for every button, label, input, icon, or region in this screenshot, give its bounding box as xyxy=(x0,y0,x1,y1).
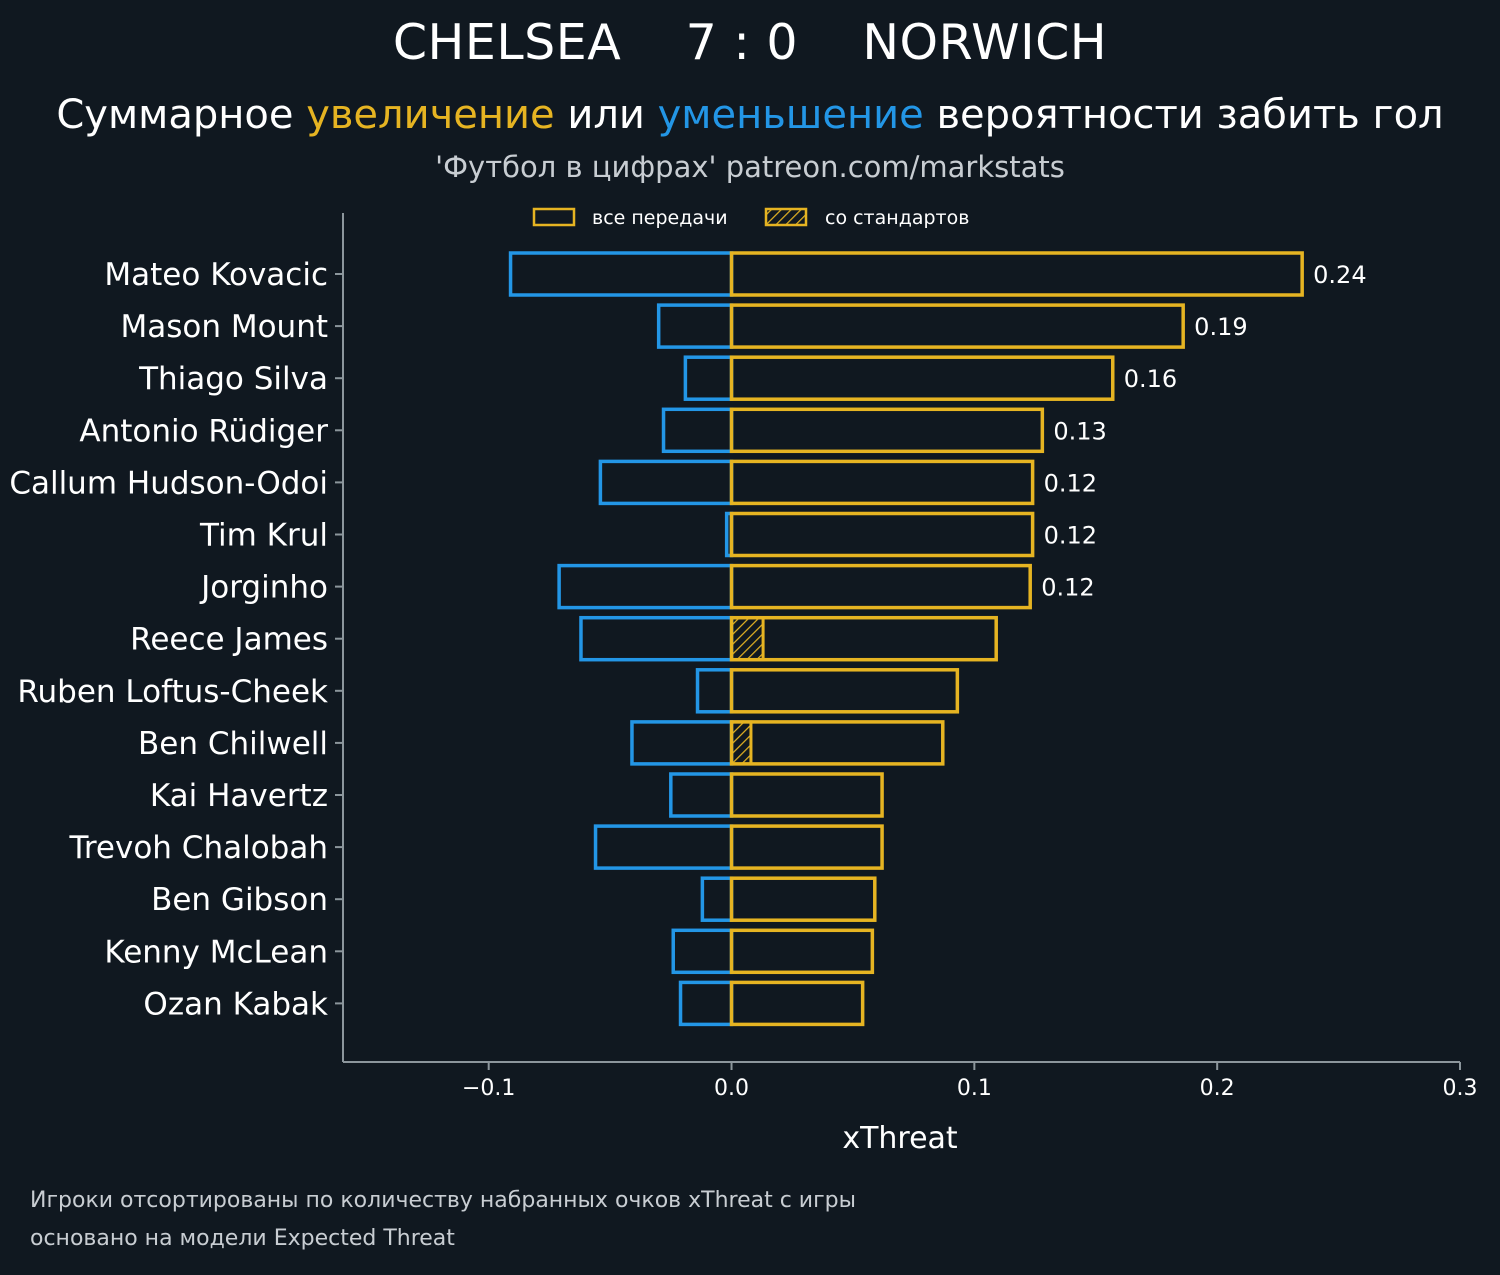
axes: −0.1 0.0 0.1 0.2 0.3 xThreat xyxy=(335,213,1478,1156)
player-name-label: Ruben Loftus-Cheek xyxy=(17,674,328,710)
x-tick-label: 0.1 xyxy=(957,1076,992,1101)
player-name-label: Jorginho xyxy=(199,570,328,606)
positive-bar xyxy=(729,563,1032,610)
negative-bar xyxy=(678,980,734,1027)
subtitle-increase-word: увеличение xyxy=(306,92,555,138)
subtitle-decrease-word: уменьшение xyxy=(657,92,924,138)
x-axis-title: xThreat xyxy=(842,1121,958,1156)
positive-bar xyxy=(729,928,875,975)
negative-bar xyxy=(630,720,734,766)
source-credit: 'Футбол в цифрах' patreon.com/markstats xyxy=(435,150,1065,184)
positive-bar xyxy=(729,355,1115,401)
legend-swatch-set-pieces xyxy=(764,207,808,227)
player-name-label: Kenny McLean xyxy=(104,934,328,970)
labels: Mateo Kovacic 0.24 Mason Mount 0.19 Thiago S… xyxy=(9,257,1366,1022)
negative-bar xyxy=(557,563,734,610)
value-label: 0.19 xyxy=(1194,313,1247,341)
player-name-label: Callum Hudson-Odoi xyxy=(9,465,328,501)
chart-subtitle: Суммарное увеличение или уменьшение веро… xyxy=(0,92,1500,138)
negative-bar xyxy=(593,824,734,870)
negative-bar xyxy=(700,876,734,922)
value-label: 0.12 xyxy=(1044,469,1097,497)
positive-bar xyxy=(729,615,998,662)
player-name-label: Ben Gibson xyxy=(151,882,328,918)
negative-bar xyxy=(579,615,734,662)
away-team: NORWICH xyxy=(862,14,1108,71)
value-label: 0.13 xyxy=(1053,417,1106,445)
subtitle-text: или xyxy=(554,92,658,138)
value-label: 0.12 xyxy=(1044,522,1097,550)
negative-bar xyxy=(656,303,734,349)
positive-bar xyxy=(729,668,960,714)
footnote-line-2: основано на модели Expected Threat xyxy=(30,1226,455,1251)
x-tick-label: 0.2 xyxy=(1200,1076,1235,1101)
positive-bar xyxy=(729,720,945,766)
legend-label-all-passes: все передачи xyxy=(592,207,728,229)
positive-bar xyxy=(729,876,877,922)
bars xyxy=(508,251,1304,1027)
legend-label-set-pieces: со стандартов xyxy=(825,207,969,229)
negative-bar xyxy=(661,407,734,454)
player-name-label: Trevoh Chalobah xyxy=(68,830,328,866)
player-name-label: Thiago Silva xyxy=(138,361,328,397)
negative-bar xyxy=(508,251,734,297)
player-name-label: Ozan Kabak xyxy=(143,986,328,1022)
negative-bar xyxy=(695,668,734,714)
legend: все передачи со стандартов xyxy=(532,207,969,229)
player-name-label: Mason Mount xyxy=(120,309,328,345)
positive-bar xyxy=(729,407,1045,454)
player-name-label: Ben Chilwell xyxy=(138,726,328,762)
legend-swatch-all-passes xyxy=(532,207,576,227)
chart-title: CHELSEA 7 : 0 NORWICH xyxy=(0,14,1500,71)
subtitle-text: вероятности забить гол xyxy=(923,92,1444,138)
positive-bar xyxy=(729,824,884,870)
set-piece-bar xyxy=(730,720,753,766)
subtitle-text: Суммарное xyxy=(56,92,307,138)
negative-bar xyxy=(598,459,734,506)
negative-bar xyxy=(671,928,734,975)
footnote-line-1: Игроки отсортированы по количеству набра… xyxy=(30,1188,856,1213)
player-name-label: Reece James xyxy=(130,622,328,658)
value-label: 0.16 xyxy=(1124,365,1177,393)
negative-bar xyxy=(669,772,734,818)
positive-bar xyxy=(729,772,884,818)
negative-bar xyxy=(683,355,734,401)
player-name-label: Antonio Rüdiger xyxy=(79,413,328,449)
positive-bar xyxy=(729,303,1185,349)
x-tick-label: 0.3 xyxy=(1443,1076,1478,1101)
positive-bar xyxy=(729,980,865,1027)
x-tick-label: 0.0 xyxy=(714,1076,749,1101)
x-tick-label: −0.1 xyxy=(462,1076,515,1101)
score: 7 : 0 xyxy=(685,14,799,71)
positive-bar xyxy=(729,511,1035,558)
set-piece-bar xyxy=(730,616,765,662)
player-name-label: Kai Havertz xyxy=(150,778,328,814)
home-team: CHELSEA xyxy=(392,14,622,71)
value-label: 0.24 xyxy=(1313,261,1366,289)
player-name-label: Mateo Kovacic xyxy=(104,257,328,293)
positive-bar xyxy=(729,459,1035,506)
player-name-label: Tim Krul xyxy=(199,518,328,554)
positive-bar xyxy=(729,251,1304,297)
value-label: 0.12 xyxy=(1041,574,1094,602)
